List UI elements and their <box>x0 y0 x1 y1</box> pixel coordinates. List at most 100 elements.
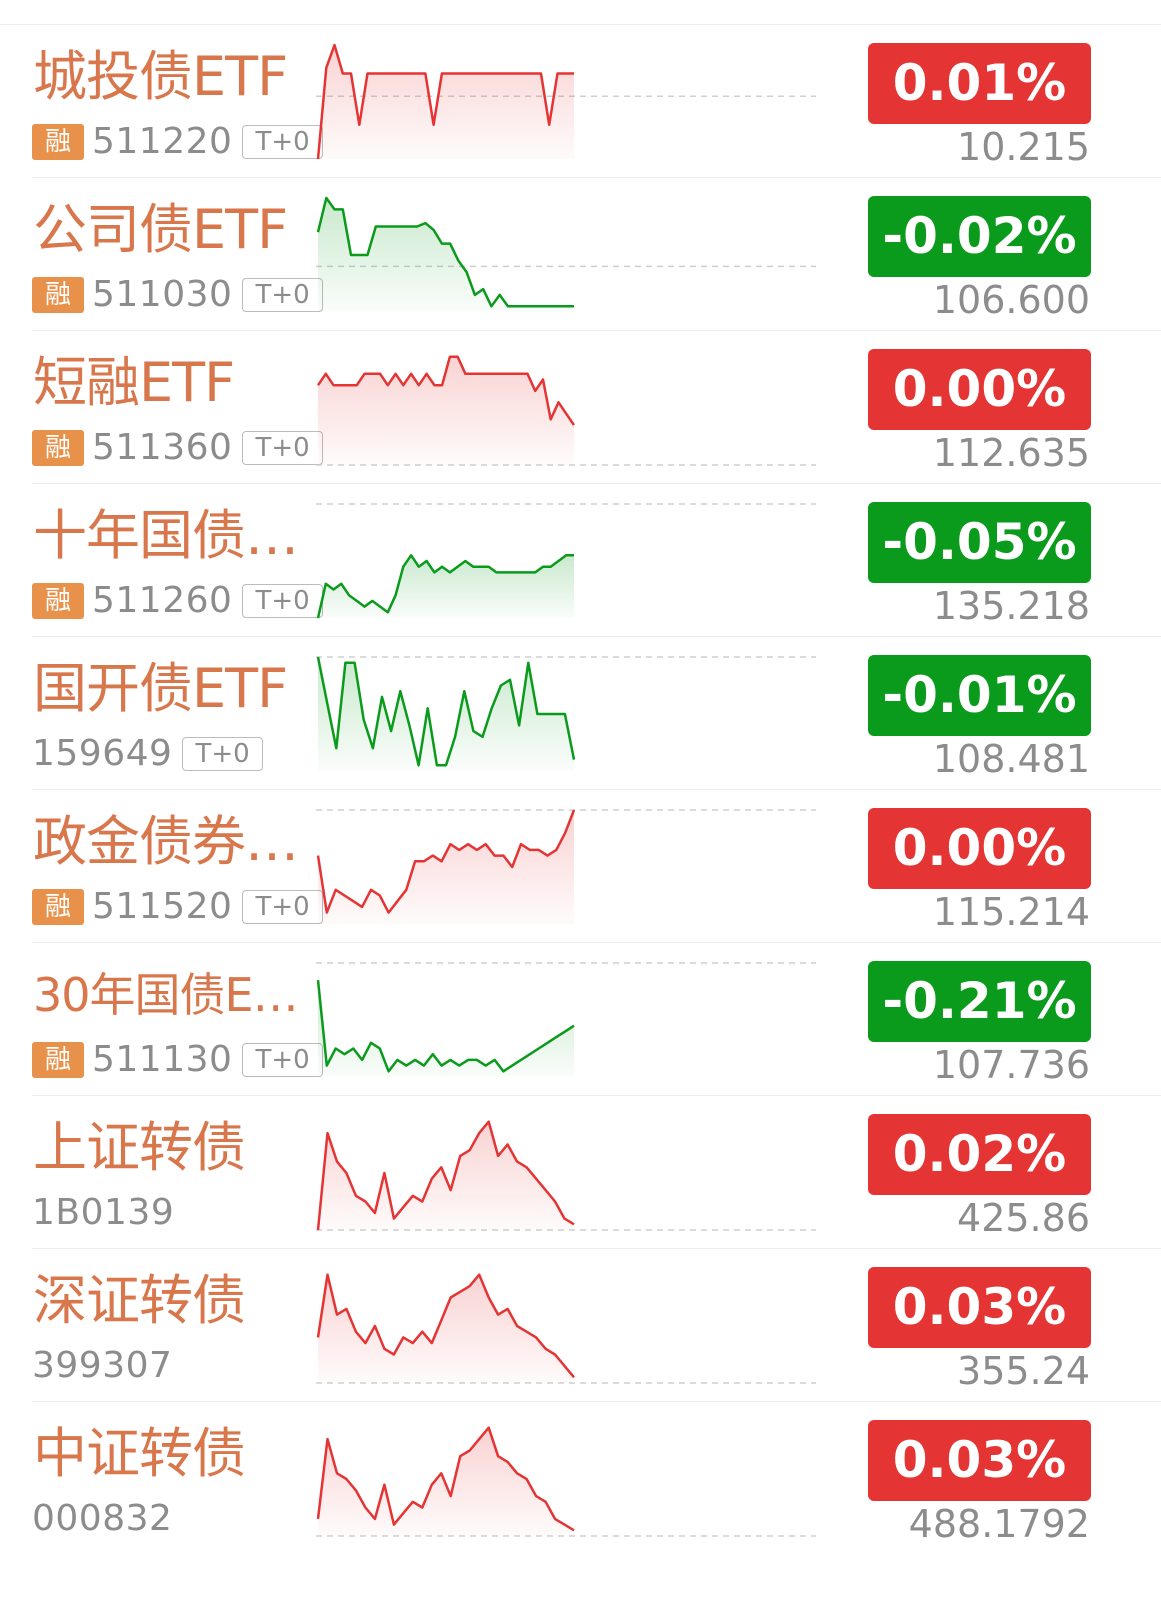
sparkline-chart <box>316 1426 816 1537</box>
price-value: 425.86 <box>957 1196 1090 1240</box>
t0-tag: T+0 <box>242 1043 323 1077</box>
fund-name: 十年国债ETF <box>33 504 313 567</box>
list-item[interactable]: 政金债券ETF 融 511520 T+0 0.00% 115.214 <box>0 790 1161 943</box>
fund-meta: 融 511030 T+0 <box>32 276 323 314</box>
row-divider <box>32 330 1161 331</box>
sparkline-area <box>318 356 574 465</box>
margin-badge: 融 <box>32 430 84 466</box>
list-item[interactable]: 公司债ETF 融 511030 T+0 -0.02% 106.600 <box>0 178 1161 331</box>
row-divider <box>32 636 1161 637</box>
price-value: 112.635 <box>932 431 1090 475</box>
t0-tag: T+0 <box>242 890 323 924</box>
row-divider <box>32 942 1161 943</box>
fund-name: 公司债ETF <box>33 198 288 261</box>
sparkline-line <box>316 196 574 308</box>
sparkline-chart <box>316 809 816 924</box>
sparkline-line <box>316 656 576 767</box>
fund-meta: 融 511260 T+0 <box>32 582 323 620</box>
fund-name: 深证转债 <box>33 1269 245 1332</box>
row-divider <box>32 177 1161 178</box>
fund-meta: 融 511130 T+0 <box>32 1041 323 1079</box>
t0-tag: T+0 <box>182 737 263 771</box>
list-item[interactable]: 短融ETF 融 511360 T+0 0.00% 112.635 <box>0 331 1161 484</box>
fund-name: 城投债ETF <box>33 45 288 108</box>
fund-code: 511520 <box>92 886 233 927</box>
sparkline-chart <box>316 1120 816 1231</box>
fund-code: 159649 <box>32 733 173 774</box>
fund-name: 政金债券ETF <box>33 810 313 873</box>
sparkline-line <box>316 809 576 914</box>
price-value: 115.214 <box>932 890 1090 934</box>
price-value: 107.736 <box>932 1043 1090 1087</box>
t0-tag: T+0 <box>242 278 323 312</box>
list-item[interactable]: 中证转债 000832 0.03% 488.1792 <box>0 1402 1161 1555</box>
fund-meta: 000832 <box>32 1500 172 1538</box>
fund-code: 000832 <box>32 1498 173 1539</box>
fund-meta: 159649 T+0 <box>32 735 263 773</box>
margin-badge: 融 <box>32 889 84 925</box>
change-badge: 0.02% <box>868 1114 1091 1195</box>
top-divider <box>0 24 1161 25</box>
sparkline-line <box>316 1273 575 1379</box>
sparkline-chart <box>316 196 816 312</box>
sparkline-area <box>318 555 574 618</box>
price-value: 355.24 <box>957 1349 1090 1393</box>
margin-badge: 融 <box>32 277 84 313</box>
fund-code: 511130 <box>92 1039 233 1080</box>
t0-tag: T+0 <box>242 431 323 465</box>
change-badge: 0.00% <box>868 808 1091 889</box>
row-divider <box>32 789 1161 790</box>
fund-meta: 融 511520 T+0 <box>32 888 323 926</box>
fund-code: 511030 <box>92 274 233 315</box>
fund-meta: 融 511220 T+0 <box>32 123 323 161</box>
change-badge: -0.21% <box>868 961 1091 1042</box>
row-divider <box>32 1401 1161 1402</box>
list-item[interactable]: 深证转债 399307 0.03% 355.24 <box>0 1249 1161 1402</box>
fund-name: 30年国债ET... <box>33 968 313 1022</box>
margin-badge: 融 <box>32 124 84 160</box>
sparkline-line <box>316 1120 575 1231</box>
price-value: 135.218 <box>932 584 1090 628</box>
sparkline-chart <box>316 1273 816 1384</box>
fund-code: 511260 <box>92 580 233 621</box>
list-item[interactable]: 上证转债 1B0139 0.02% 425.86 <box>0 1096 1161 1249</box>
list-item[interactable]: 十年国债ETF 融 511260 T+0 -0.05% 135.218 <box>0 484 1161 637</box>
t0-tag: T+0 <box>242 125 323 159</box>
change-badge: -0.05% <box>868 502 1091 583</box>
list-item[interactable]: 国开债ETF 159649 T+0 -0.01% 108.481 <box>0 637 1161 790</box>
fund-code: 511220 <box>92 121 233 162</box>
sparkline-chart <box>316 503 816 619</box>
sparkline-line <box>316 43 574 160</box>
price-value: 488.1792 <box>908 1502 1090 1546</box>
change-badge: 0.03% <box>868 1420 1091 1501</box>
margin-badge: 融 <box>32 583 84 619</box>
bond-etf-list: 城投债ETF 融 511220 T+0 0.01% 10.215 公司债ETF … <box>0 25 1161 1555</box>
sparkline-line <box>316 554 574 619</box>
sparkline-line <box>316 979 575 1073</box>
sparkline-chart <box>316 43 816 160</box>
list-item[interactable]: 城投债ETF 融 511220 T+0 0.01% 10.215 <box>0 25 1161 178</box>
sparkline-chart <box>316 656 816 771</box>
price-value: 108.481 <box>932 737 1090 781</box>
fund-meta: 1B0139 <box>32 1194 174 1232</box>
sparkline-area <box>318 1274 574 1383</box>
fund-name: 上证转债 <box>33 1116 245 1179</box>
change-badge: 0.03% <box>868 1267 1091 1348</box>
sparkline-line <box>316 1426 575 1532</box>
price-value: 106.600 <box>932 278 1090 322</box>
fund-name: 短融ETF <box>33 351 235 414</box>
fund-meta: 融 511360 T+0 <box>32 429 323 467</box>
row-divider <box>32 483 1161 484</box>
sparkline-chart <box>316 962 816 1077</box>
sparkline-area <box>318 1121 574 1230</box>
row-divider <box>32 1248 1161 1249</box>
list-item[interactable]: 30年国债ET... 融 511130 T+0 -0.21% 107.736 <box>0 943 1161 1096</box>
fund-code: 1B0139 <box>32 1192 175 1233</box>
sparkline-area <box>318 810 574 924</box>
fund-code: 399307 <box>32 1345 173 1386</box>
fund-name: 中证转债 <box>33 1422 245 1485</box>
change-badge: 0.01% <box>868 43 1091 124</box>
fund-name: 国开债ETF <box>33 657 288 720</box>
change-badge: 0.00% <box>868 349 1091 430</box>
sparkline-area <box>318 980 574 1077</box>
